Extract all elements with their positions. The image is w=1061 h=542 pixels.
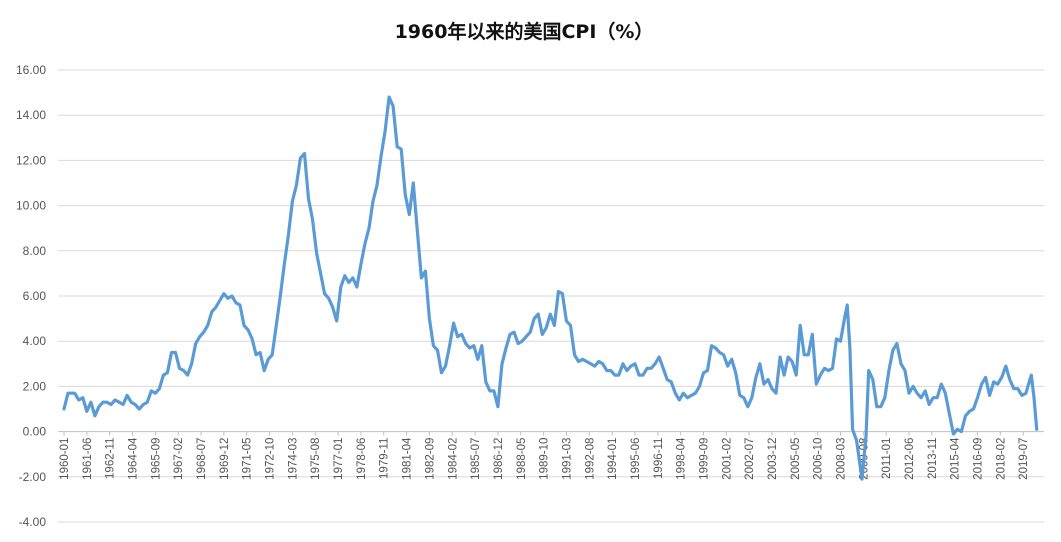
x-tick-label: 1981-04 [402,437,414,480]
x-tick-label: 2005-05 [790,438,802,480]
y-tick-label: 0.00 [23,425,47,439]
x-tick-label: 1996-11 [653,438,665,479]
x-tick-label: 2012-06 [904,438,916,480]
x-tick-label: 1979-11 [379,438,391,479]
x-tick-label: 1977-01 [333,438,345,480]
x-tick-label: 1960-01 [59,438,71,480]
x-tick-label: 1964-04 [128,437,140,480]
y-tick-label: 4.00 [23,334,47,348]
x-tick-label: 2018-02 [995,438,1007,480]
cpi-series-line [62,95,1039,481]
x-tick-label: 2008-03 [836,438,848,480]
x-tick-label: 1975-08 [310,438,322,480]
x-tick-label: 1988-05 [516,438,528,480]
x-tick-label: 1961-06 [82,438,94,480]
y-tick-label: 10.00 [16,199,46,213]
x-tick-label: 1999-09 [698,438,710,480]
x-tick-label: 2001-02 [721,438,733,480]
x-tick-label: 1991-03 [561,438,573,480]
x-tick-label: 2006-10 [813,438,825,480]
x-tick-label: 2002-07 [744,438,756,480]
x-tick-label: 1982-09 [424,438,436,480]
y-tick-label: 2.00 [23,379,47,393]
x-tick-label: 1962-11 [105,438,117,479]
x-tick-label: 1978-06 [356,438,368,480]
x-tick-label: 1985-07 [470,438,482,480]
y-tick-label: 16.00 [16,63,46,77]
x-tick-label: 1967-02 [173,438,185,480]
x-tick-label: 1998-04 [676,437,688,480]
x-tick-label: 1969-12 [219,438,231,480]
x-tick-label: 1972-10 [265,438,277,480]
y-tick-label: 14.00 [16,108,46,122]
y-axis-tick-labels: 16.00 14.00 12.00 10.00 8.00 6.00 4.00 2.00 0.00… [16,63,46,529]
y-tick-label: -4.00 [19,515,47,529]
x-tick-label: 1971-05 [242,438,254,480]
x-tick-label: 1965-09 [150,438,162,480]
x-tick-label: 2003-12 [767,438,779,480]
x-tick-label: 1984-02 [447,438,459,480]
y-tick-label: 6.00 [23,289,47,303]
y-tick-label: -2.00 [19,470,47,484]
x-tick-label: 1989-10 [539,438,551,480]
y-tick-label: 12.00 [16,153,46,167]
x-tick-label: 1968-07 [196,438,208,480]
y-tick-label: 8.00 [23,244,47,258]
x-tick-label: 2011-01 [881,438,893,479]
x-axis-tick-labels: 1960-01 1961-06 1962-11 1964-04 1965-09 1967-… [59,431,1030,480]
x-tick-label: 2016-09 [973,438,985,480]
x-tick-label: 1992-08 [584,438,596,480]
x-tick-label: 2015-04 [950,437,962,480]
x-tick-label: 2013-11 [927,438,939,479]
x-tick-label: 1974-03 [287,438,299,480]
chart-title: 1960年以来的美国CPI（%） [395,20,654,43]
x-tick-label: 2019-07 [1018,438,1030,480]
x-tick-label: 1994-01 [607,438,619,480]
x-tick-label: 1995-06 [630,438,642,480]
series-layer [62,95,1039,481]
x-tick-label: 1986-12 [493,438,505,480]
